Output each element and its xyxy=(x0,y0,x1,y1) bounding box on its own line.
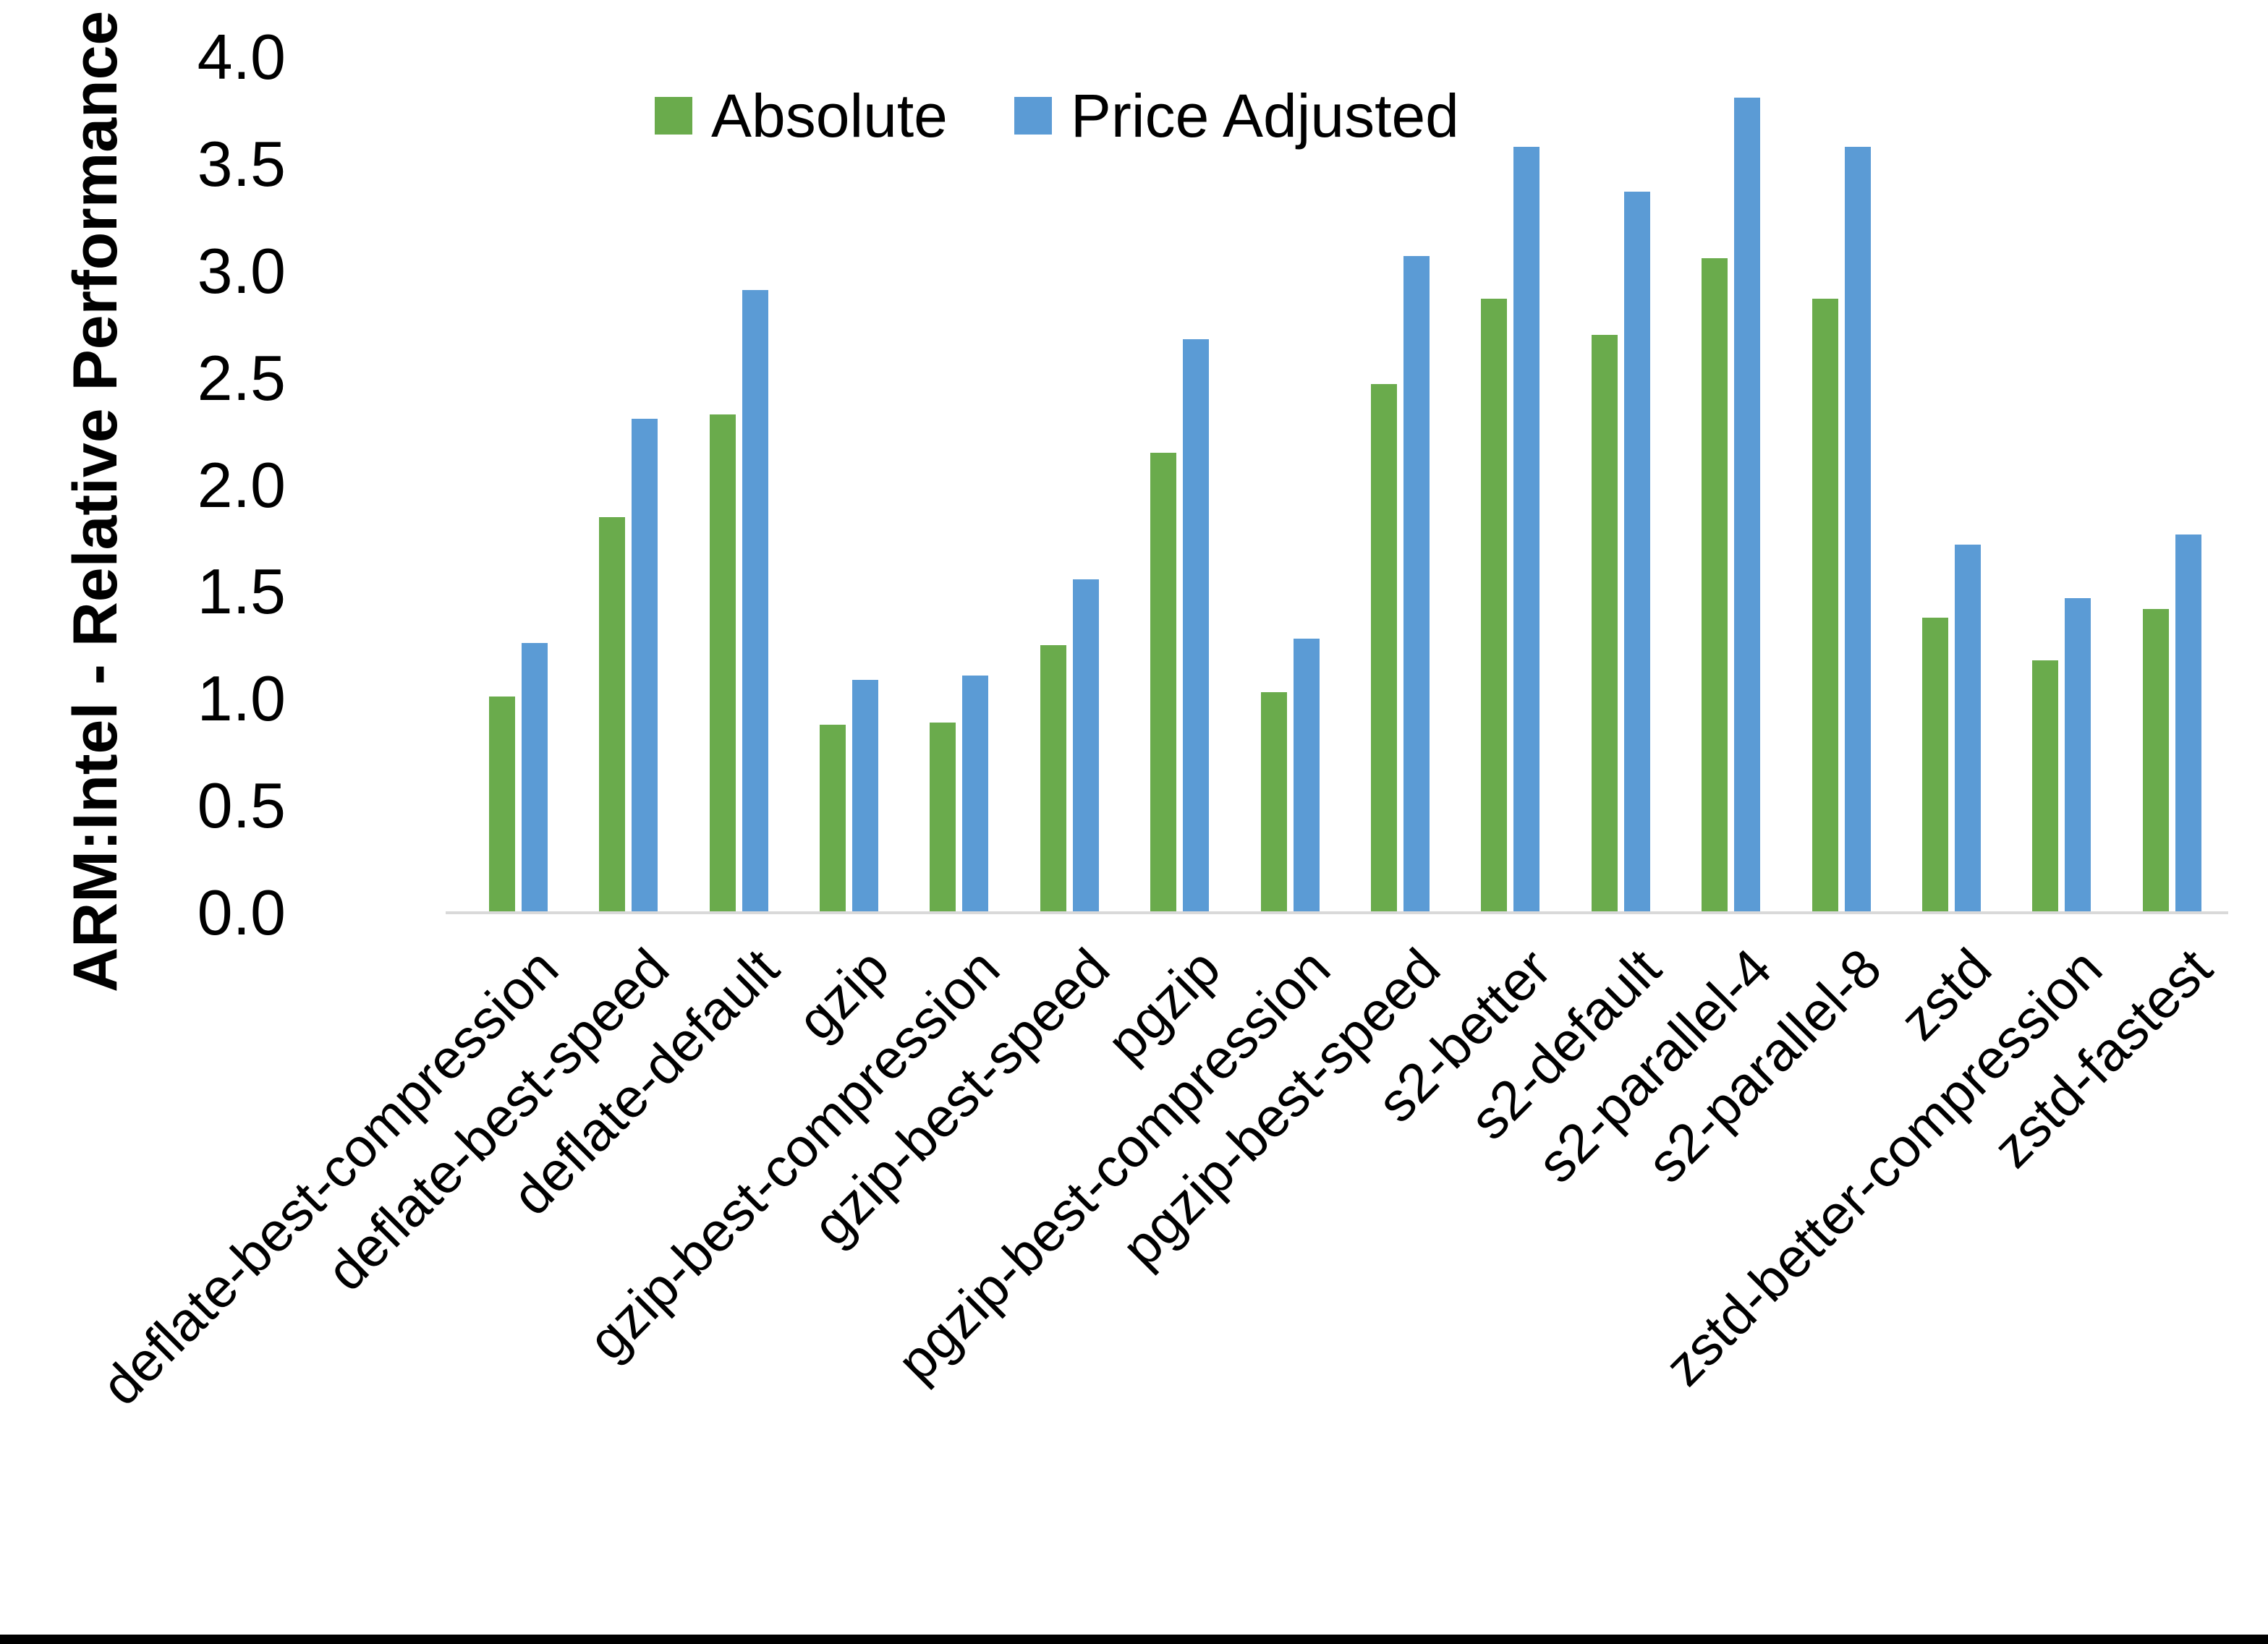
bar-absolute xyxy=(1150,453,1177,913)
bar-absolute xyxy=(1591,335,1618,913)
y-tick-label: 4.0 xyxy=(197,21,286,93)
y-tick-label: 0.0 xyxy=(197,877,286,948)
plot-area xyxy=(0,57,2268,913)
legend-item-price-adjusted: Price Adjusted xyxy=(1014,85,1459,146)
bar-price-adjusted xyxy=(1183,339,1210,913)
x-axis-line xyxy=(446,911,2228,914)
bar-absolute xyxy=(1921,618,1948,913)
bar-price-adjusted xyxy=(742,290,768,913)
bar-price-adjusted xyxy=(632,419,658,913)
bar-absolute xyxy=(1481,299,1508,913)
bar-price-adjusted xyxy=(521,643,548,913)
bar-absolute xyxy=(599,517,626,913)
legend-item-absolute: Absolute xyxy=(655,85,948,146)
bar-price-adjusted xyxy=(1513,147,1540,913)
y-tick-label: 1.0 xyxy=(197,663,286,735)
bar-absolute xyxy=(930,723,956,913)
y-tick-label: 2.0 xyxy=(197,448,286,521)
bar-price-adjusted xyxy=(2065,598,2091,913)
bar-price-adjusted xyxy=(1403,256,1430,913)
bar-absolute xyxy=(1370,384,1397,913)
bar-price-adjusted xyxy=(1734,98,1761,913)
y-tick-label: 3.0 xyxy=(197,234,286,307)
bar-absolute xyxy=(819,725,846,913)
bar-price-adjusted xyxy=(851,680,878,913)
y-tick-label: 1.5 xyxy=(197,555,286,628)
bar-absolute xyxy=(1260,692,1287,913)
bar-price-adjusted xyxy=(962,676,989,913)
legend-swatch-icon xyxy=(655,97,692,135)
bar-absolute xyxy=(2032,660,2059,913)
bar-price-adjusted xyxy=(1954,545,1981,913)
bar-price-adjusted xyxy=(1623,192,1650,913)
bar-absolute xyxy=(1812,299,1838,913)
bar-absolute xyxy=(1702,258,1728,913)
bar-price-adjusted xyxy=(1844,147,1871,913)
y-tick-label: 3.5 xyxy=(197,127,286,200)
y-tick-label: 0.5 xyxy=(197,770,286,842)
bottom-border xyxy=(0,1635,2268,1644)
legend-swatch-icon xyxy=(1014,97,1052,135)
bar-absolute xyxy=(2142,609,2169,913)
bar-price-adjusted xyxy=(2175,534,2201,913)
legend: Absolute Price Adjusted xyxy=(655,85,1459,146)
bar-absolute xyxy=(488,697,515,913)
bar-price-adjusted xyxy=(1072,579,1099,913)
bar-price-adjusted xyxy=(1293,639,1320,913)
bar-absolute xyxy=(1040,645,1066,913)
bar-absolute xyxy=(709,414,736,913)
y-tick-label: 2.5 xyxy=(197,341,286,414)
legend-label: Absolute xyxy=(711,82,948,150)
legend-label: Price Adjusted xyxy=(1070,82,1459,150)
